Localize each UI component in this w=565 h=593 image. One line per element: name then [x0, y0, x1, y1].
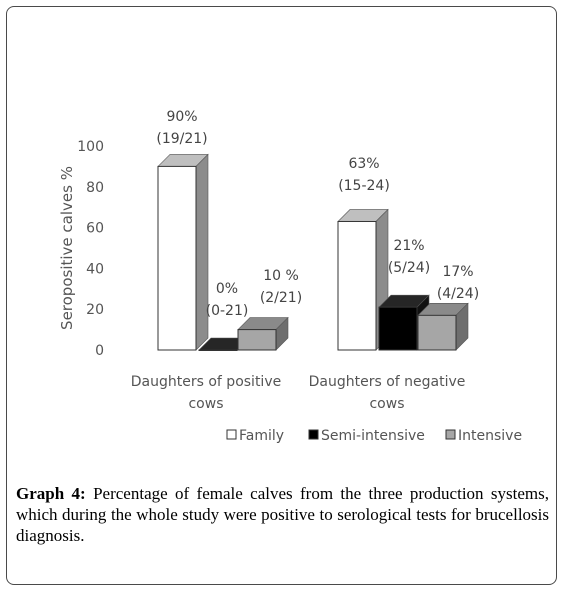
y-tick-label: 60 [86, 221, 104, 237]
bar-front [337, 220, 377, 351]
y-axis-label: Seropositive calves % [58, 166, 76, 330]
data-label: (2/21) [260, 290, 302, 306]
bar-side [195, 153, 209, 351]
figure-caption: Graph 4: Percentage of female calves fro… [16, 483, 549, 546]
legend-entry: Family [239, 428, 284, 444]
y-tick-label: 40 [86, 261, 104, 277]
x-tick-label: cows [188, 396, 223, 412]
data-label: 63% [348, 156, 379, 172]
y-tick-label: 80 [86, 180, 104, 196]
bar-front [157, 165, 197, 351]
legend-swatch [226, 429, 237, 440]
data-label: (5/24) [388, 260, 430, 276]
y-tick-label: 100 [77, 139, 104, 155]
x-tick-label: cows [369, 396, 404, 412]
data-label: 0% [216, 281, 238, 297]
bar-front [417, 314, 457, 351]
data-label: (0-21) [206, 303, 249, 319]
bar-front [198, 349, 238, 351]
data-label: 10 % [263, 268, 299, 284]
legend-entry: Intensive [458, 428, 522, 444]
x-tick-label: Daughters of negative [309, 374, 466, 390]
bar-front [237, 329, 277, 351]
legend-entry: Semi-intensive [321, 428, 425, 444]
x-tick-label: Daughters of positive [131, 374, 281, 390]
figure-frame [6, 6, 557, 585]
data-label: 21% [393, 238, 424, 254]
seropositive-bar-chart: Seropositive calves % 0 20 40 60 80 100 90% (19/… [58, 109, 522, 444]
data-label: (15-24) [338, 178, 390, 194]
caption-text: Percentage of female calves from the thr… [16, 484, 550, 545]
data-label: (4/24) [437, 286, 479, 302]
y-tick-label: 20 [86, 302, 104, 318]
legend-swatch [445, 429, 456, 440]
bar-front [378, 306, 418, 351]
y-tick-label: 0 [95, 343, 104, 359]
data-label: (19/21) [156, 131, 207, 147]
data-label: 90% [166, 109, 197, 125]
caption-label: Graph 4: [16, 484, 86, 503]
data-label: 17% [442, 264, 473, 280]
legend-swatch [308, 429, 319, 440]
